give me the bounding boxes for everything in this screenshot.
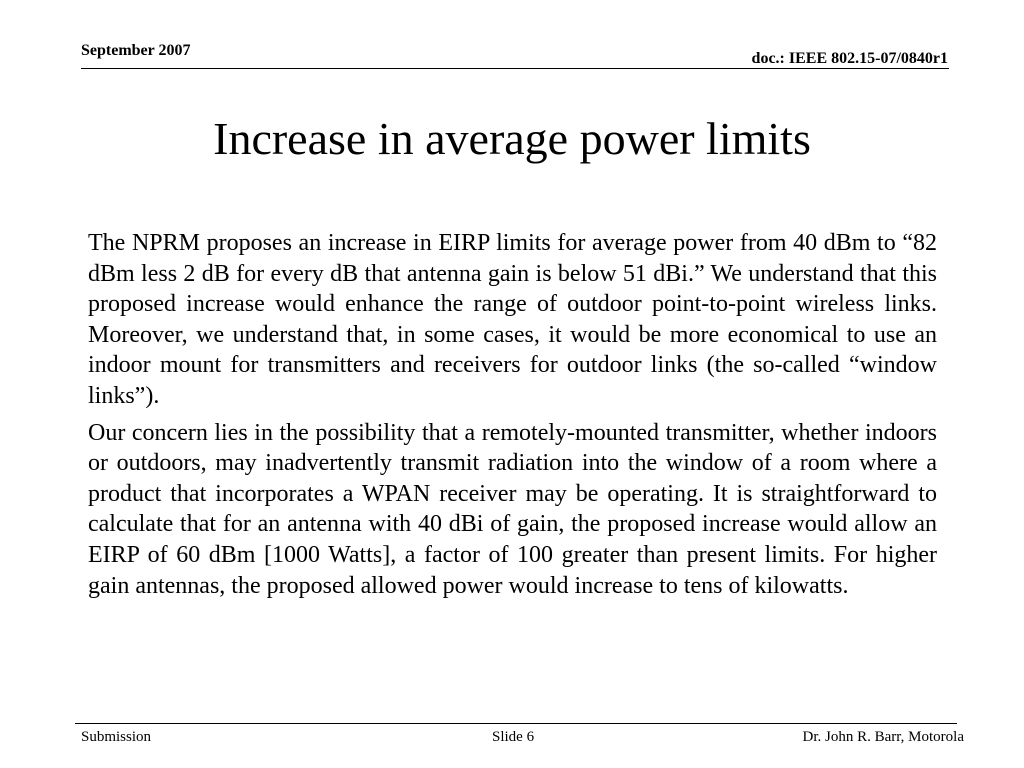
slide-number: Slide 6 (492, 729, 535, 745)
document-id: doc.: IEEE 802.15-07/0840r1 (751, 50, 948, 67)
body-paragraph-2: Our concern lies in the possibility that… (88, 419, 937, 599)
footer-divider (75, 723, 957, 724)
slide-body: The NPRM proposes an increase in EIRP li… (88, 228, 937, 607)
footer-submission: Submission (81, 729, 152, 745)
body-paragraph-1: The NPRM proposes an increase in EIRP li… (88, 230, 937, 409)
header-divider (81, 68, 949, 69)
footer-author: Dr. John R. Barr, Motorola (802, 729, 964, 745)
slide-title: Increase in average power limits (213, 113, 811, 164)
header-date: September 2007 (81, 42, 191, 59)
